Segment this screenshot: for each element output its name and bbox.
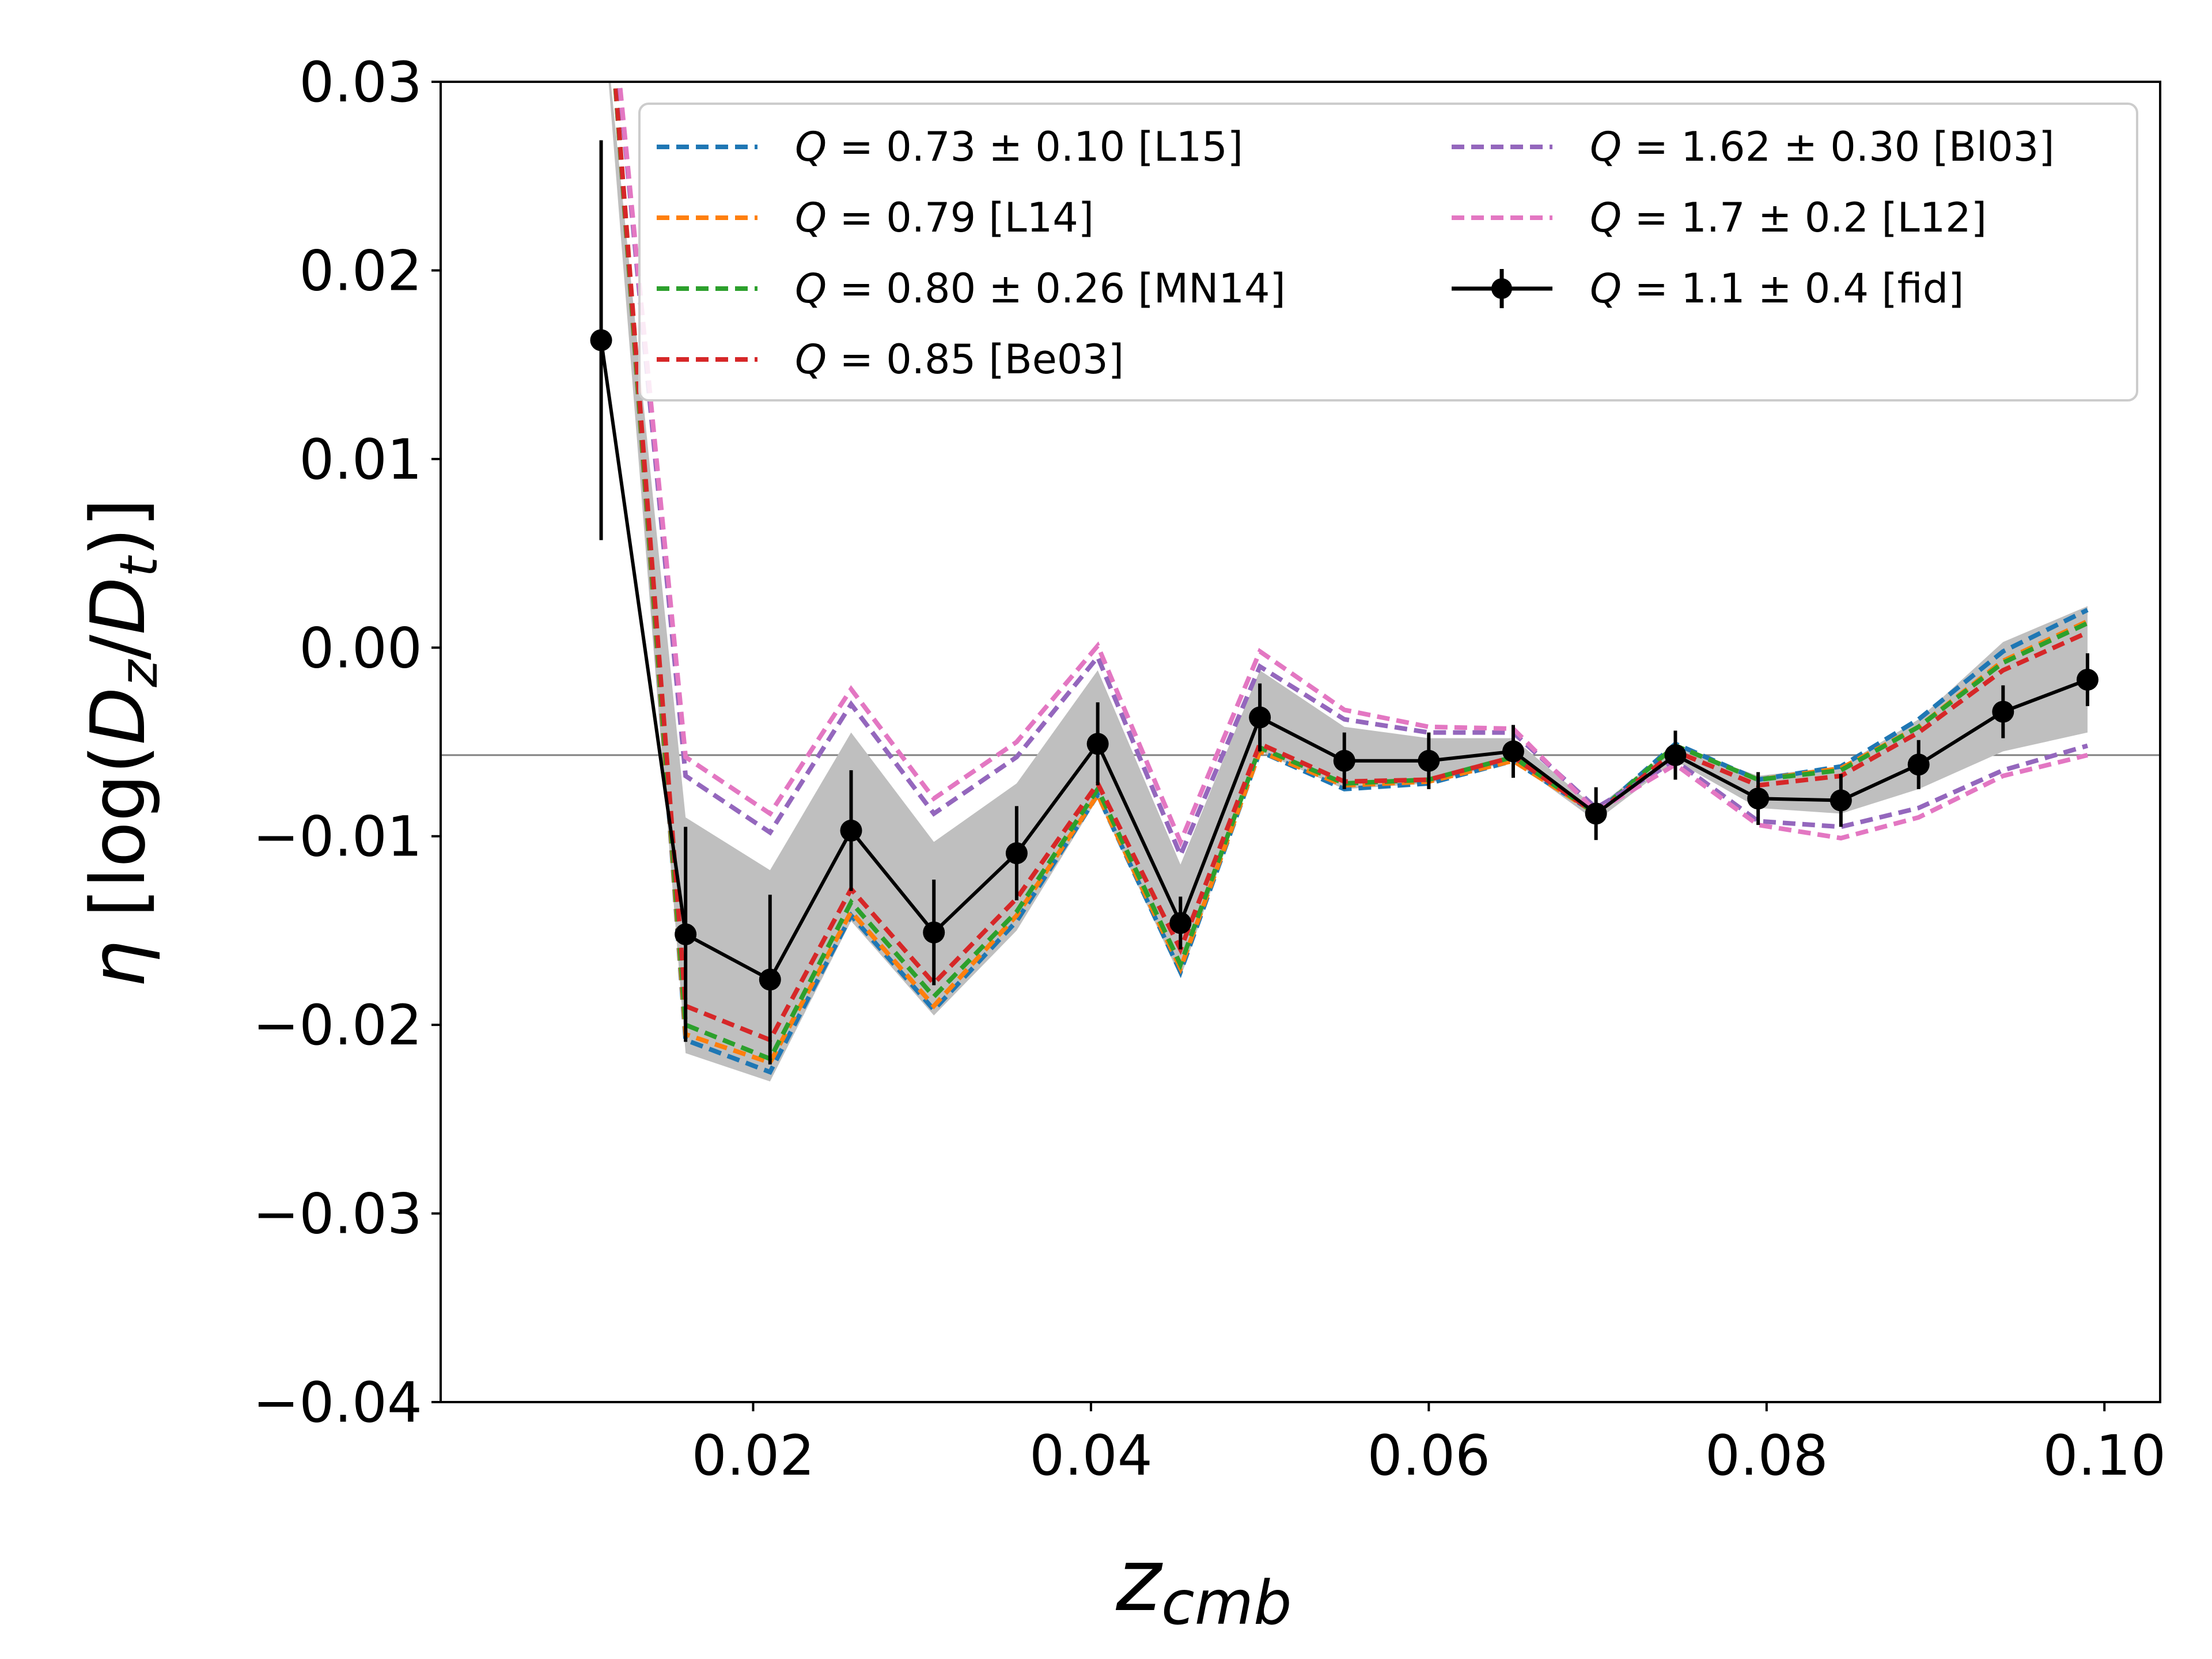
y-axis-label: η[log(Dz/Dt)] bbox=[74, 498, 169, 988]
series-line-mn14 bbox=[612, 82, 2089, 1062]
x-tick-label: 0.02 bbox=[692, 1423, 815, 1488]
legend-entry-bl03: Q = 1.62 ± 0.30 [Bl03] bbox=[1452, 123, 2055, 171]
data-point bbox=[1664, 744, 1687, 766]
axis-ticks: −0.04 −0.03 −0.02 −0.01 0.00 0.01 0.02 0.03 0.02… bbox=[253, 50, 2166, 1488]
legend-entry-q14: Q = 0.79 [L14] bbox=[657, 194, 1094, 241]
y-tick-label: 0.01 bbox=[299, 427, 422, 492]
data-point bbox=[2076, 668, 2099, 691]
legend-frame bbox=[638, 103, 2138, 402]
data-point bbox=[1747, 787, 1770, 810]
data-point bbox=[1830, 789, 1852, 812]
data-point bbox=[1502, 740, 1524, 763]
legend-entry-fid: Q = 1.1 ± 0.4 [fid] bbox=[1452, 265, 1964, 312]
y-tick-label: −0.03 bbox=[253, 1182, 422, 1247]
data-point bbox=[590, 329, 612, 351]
y-tick-label: −0.04 bbox=[253, 1370, 422, 1435]
legend-label: Q = 0.73 ± 0.10 [L15] bbox=[795, 123, 1243, 171]
data-point bbox=[923, 921, 945, 944]
data-point bbox=[1086, 733, 1109, 755]
data-point bbox=[1585, 802, 1607, 825]
legend-label: Q = 1.7 ± 0.2 [L12] bbox=[1590, 194, 1987, 241]
x-tick-label: 0.08 bbox=[1705, 1423, 1828, 1488]
series-line-l12 bbox=[617, 82, 2088, 848]
legend-label: Q = 1.1 ± 0.4 [fid] bbox=[1590, 265, 1964, 312]
x-axis-label: zcmb bbox=[1115, 1531, 1291, 1638]
plot-content bbox=[441, 82, 2160, 1082]
data-point bbox=[1249, 706, 1271, 729]
legend-entry-q15: Q = 0.73 ± 0.10 [L15] bbox=[657, 123, 1243, 171]
data-point bbox=[1992, 700, 2014, 723]
x-tick-label: 0.04 bbox=[1029, 1423, 1153, 1488]
legend-entry-be03: Q = 0.85 [Be03] bbox=[657, 336, 1124, 383]
x-tick-label: 0.06 bbox=[1367, 1423, 1490, 1488]
y-tick-label: 0.00 bbox=[299, 616, 422, 680]
legend-label: Q = 0.80 ± 0.26 [MN14] bbox=[795, 265, 1286, 312]
uncertainty-band bbox=[608, 82, 2088, 1082]
data-point bbox=[1333, 749, 1355, 772]
legend-swatch-marker bbox=[1491, 278, 1512, 299]
data-point bbox=[759, 968, 781, 991]
y-tick-label: −0.02 bbox=[253, 993, 422, 1058]
y-tick-label: 0.02 bbox=[299, 238, 422, 303]
data-point bbox=[675, 923, 697, 945]
legend: Q = 0.73 ± 0.10 [L15] Q = 0.79 [L14] Q = 0… bbox=[638, 103, 2138, 402]
plot-frame bbox=[440, 81, 2161, 1403]
data-point bbox=[1907, 753, 1930, 776]
y-tick-label: 0.03 bbox=[299, 50, 422, 115]
legend-label: Q = 0.85 [Be03] bbox=[795, 336, 1124, 383]
data-point bbox=[1169, 912, 1192, 934]
x-tick-label: 0.10 bbox=[2043, 1423, 2166, 1488]
y-tick-label: −0.01 bbox=[253, 805, 422, 869]
data-point bbox=[1005, 842, 1028, 865]
legend-entry-mn14: Q = 0.80 ± 0.26 [MN14] bbox=[657, 265, 1286, 312]
series-line-bl03 bbox=[616, 82, 2089, 861]
legend-label: Q = 0.79 [L14] bbox=[795, 194, 1094, 241]
data-point bbox=[840, 819, 862, 842]
legend-entry-l12: Q = 1.7 ± 0.2 [L12] bbox=[1452, 194, 1987, 241]
data-point bbox=[1418, 749, 1440, 772]
legend-label: Q = 1.62 ± 0.30 [Bl03] bbox=[1590, 123, 2055, 171]
